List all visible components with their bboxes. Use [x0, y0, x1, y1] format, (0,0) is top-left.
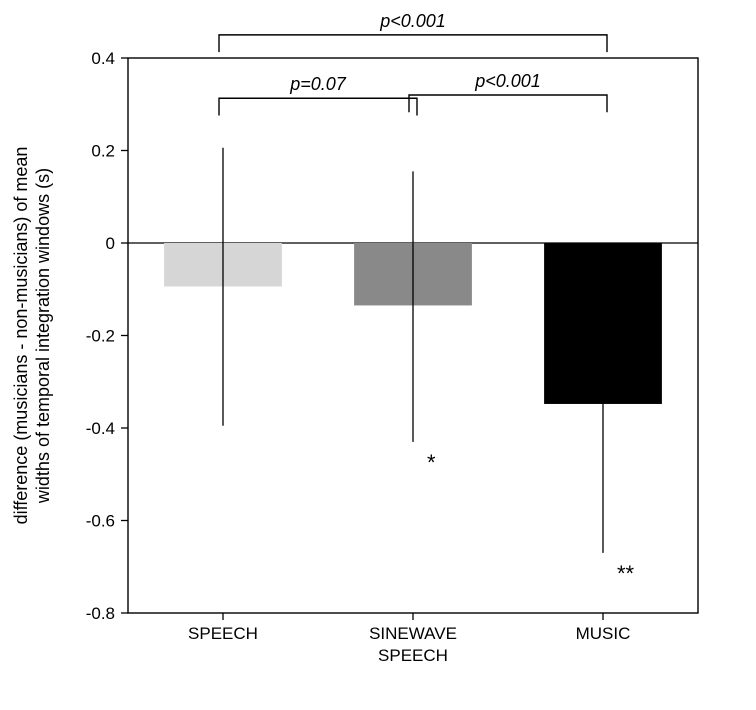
y-axis-label: difference (musicians - non-musicians) o…: [11, 147, 31, 525]
y-tick-label: -0.6: [86, 512, 115, 531]
y-axis-label: widths of temporal integration windows (…: [33, 168, 53, 504]
y-tick-label: -0.4: [86, 419, 115, 438]
y-tick-label: -0.2: [86, 327, 115, 346]
x-tick-label: SPEECH: [378, 646, 448, 665]
p-value-label: p<0.001: [379, 11, 446, 31]
y-tick-label: 0.4: [91, 49, 115, 68]
y-tick-label: 0.2: [91, 142, 115, 161]
x-tick-label: MUSIC: [576, 624, 631, 643]
y-tick-label: -0.8: [86, 604, 115, 623]
significance-marker: **: [617, 561, 635, 586]
significance-marker: *: [427, 450, 436, 475]
chart-container: -0.8-0.6-0.4-0.200.20.4***SPEECHSINEWAVE…: [0, 0, 756, 710]
bar-chart: -0.8-0.6-0.4-0.200.20.4***SPEECHSINEWAVE…: [0, 0, 756, 710]
x-tick-label: SPEECH: [188, 624, 258, 643]
x-tick-label: SINEWAVE: [369, 624, 457, 643]
p-value-label: p=0.07: [289, 74, 347, 94]
y-tick-label: 0: [106, 234, 115, 253]
p-value-label: p<0.001: [474, 71, 541, 91]
